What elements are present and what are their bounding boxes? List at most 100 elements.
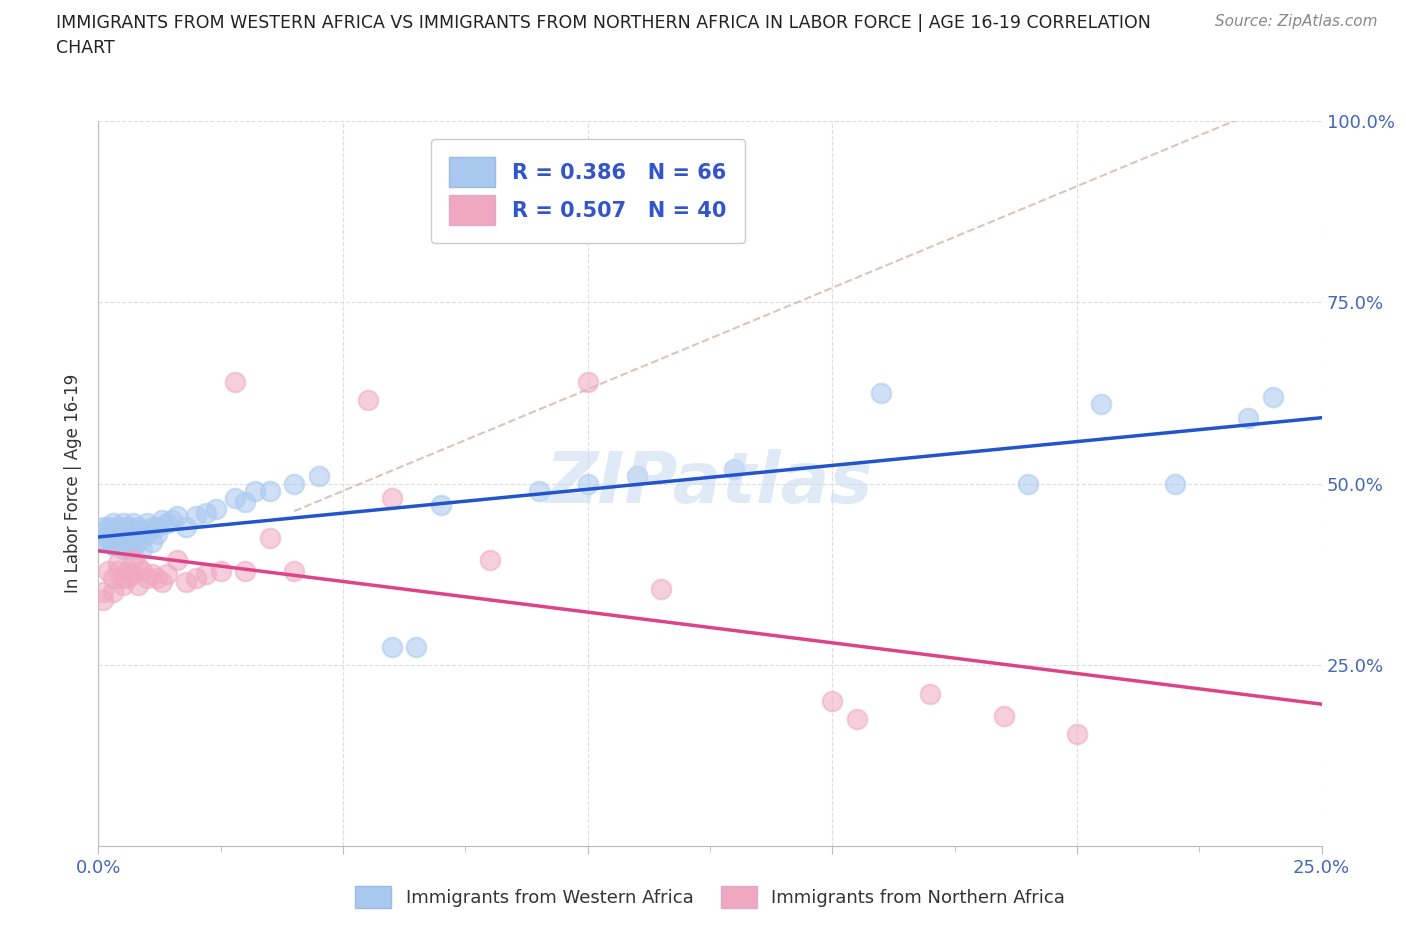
Point [131,541,153,556]
Point [121,541,143,556]
Text: ZIPatlas: ZIPatlas [547,449,873,518]
Point [259,530,281,545]
Point [117,520,139,535]
Point [259,484,281,498]
Point [920,686,942,701]
Text: Source: ZipAtlas.com: Source: ZipAtlas.com [1215,14,1378,29]
Point [111,534,134,549]
Text: IMMIGRANTS FROM WESTERN AFRICA VS IMMIGRANTS FROM NORTHERN AFRICA IN LABOR FORCE: IMMIGRANTS FROM WESTERN AFRICA VS IMMIGR… [56,14,1152,32]
Point [283,564,305,578]
Point [107,520,129,535]
Y-axis label: In Labor Force | Age 16-19: In Labor Force | Age 16-19 [65,374,83,593]
Point [101,570,124,585]
Point [186,570,208,585]
Point [131,564,153,578]
Point [160,512,183,527]
Point [117,524,139,538]
Point [107,527,129,542]
Point [1090,396,1112,411]
Point [91,585,114,600]
Point [146,520,169,535]
Point [90,534,112,549]
Point [283,476,305,491]
Point [127,520,149,535]
Point [146,527,169,542]
Point [233,564,256,578]
Point [101,527,124,542]
Point [233,495,256,510]
Point [205,501,228,516]
Point [209,564,232,578]
Point [136,527,159,542]
Point [150,574,173,589]
Point [650,581,672,596]
Point [91,534,114,549]
Point [117,530,139,545]
Point [107,564,129,578]
Point [1017,476,1039,491]
Point [131,524,153,538]
Point [97,564,120,578]
Point [107,556,129,571]
Point [107,534,129,549]
Point [121,527,143,542]
Point [117,541,139,556]
Point [626,469,648,484]
Point [101,538,124,552]
Point [100,524,122,538]
Point [101,538,124,552]
Point [870,386,893,401]
Point [117,534,139,549]
Point [381,640,404,655]
Point [1164,476,1187,491]
Point [121,552,143,567]
Point [224,375,246,390]
Point [121,516,143,531]
Point [111,541,134,556]
Point [141,567,163,582]
Point [243,484,266,498]
Point [993,709,1015,724]
Point [381,491,404,506]
Point [127,560,149,575]
Point [308,469,330,484]
Point [224,491,246,506]
Point [176,520,198,535]
Point [150,512,173,527]
Point [127,578,149,592]
Point [127,534,149,549]
Point [478,552,501,567]
Point [141,520,163,535]
Point [156,567,179,582]
Point [111,578,134,592]
Point [723,461,745,476]
Point [527,484,550,498]
Point [356,392,378,407]
Point [101,516,124,531]
Point [136,570,159,585]
Point [111,527,134,542]
Point [136,516,159,531]
Point [430,498,453,512]
Point [141,534,163,549]
Point [576,375,599,390]
Point [97,520,120,535]
Point [111,570,134,585]
Point [166,509,188,524]
Point [1066,726,1088,741]
Text: CHART: CHART [56,39,115,57]
Point [117,564,139,578]
Point [176,574,198,589]
Point [821,694,844,709]
Point [1261,389,1284,404]
Point [166,552,188,567]
Point [576,476,599,491]
Point [121,534,143,549]
Point [111,516,134,531]
Point [91,592,114,607]
Point [121,567,143,582]
Point [91,520,114,535]
Point [405,640,427,655]
Point [156,516,179,531]
Point [94,524,117,538]
